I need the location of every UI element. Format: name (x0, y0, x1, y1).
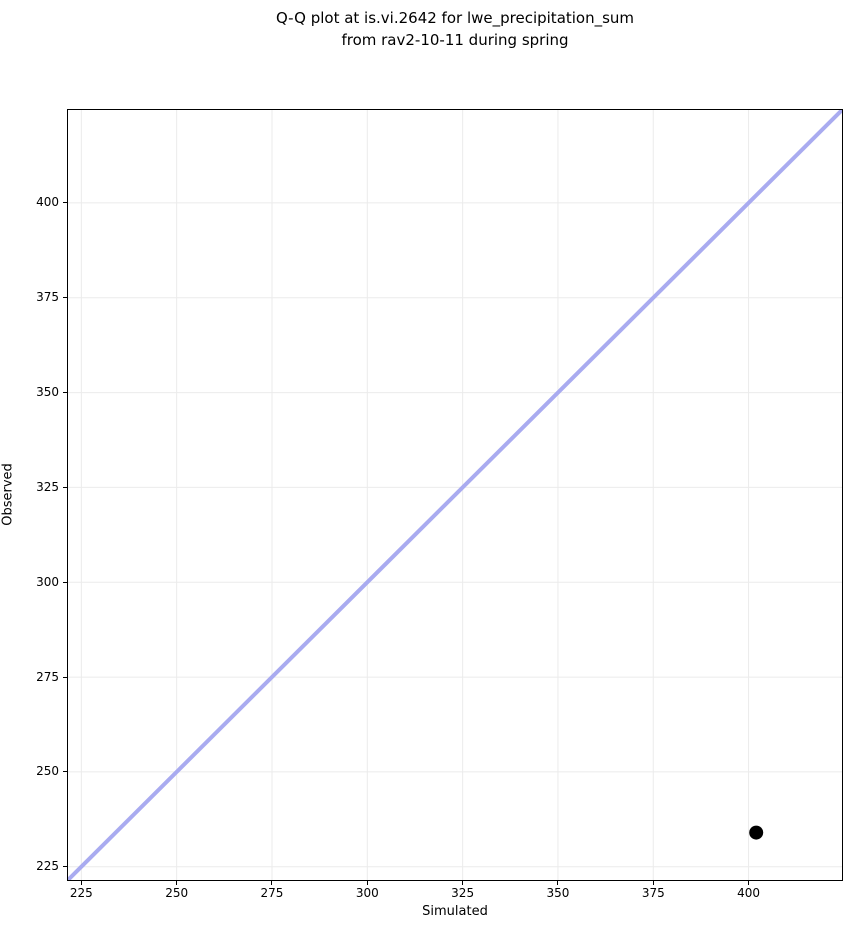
x-tick-mark (80, 881, 82, 885)
x-tick-mark (176, 881, 178, 885)
chart-title-line2: from rav2-10-11 during spring (341, 31, 569, 49)
y-tick-label: 325 (36, 479, 59, 494)
x-axis-label: Simulated (422, 904, 488, 919)
y-tick-mark (63, 771, 67, 773)
x-tick-mark (271, 881, 273, 885)
chart-title-line1: Q-Q plot at is.vi.2642 for lwe_precipita… (275, 9, 635, 27)
x-tick-label: 225 (69, 886, 93, 900)
y-tick-mark (63, 581, 67, 583)
x-tick-label: 400 (737, 886, 761, 900)
y-tick-label: 225 (36, 859, 59, 874)
x-tick-label: 300 (355, 886, 379, 900)
y-tick-mark (63, 676, 67, 678)
x-tick-label: 275 (260, 886, 284, 900)
y-tick-label: 275 (36, 669, 59, 684)
y-tick-label: 250 (36, 764, 59, 779)
y-tick-label: 350 (36, 385, 59, 400)
data-point (749, 825, 764, 840)
x-tick-label: 375 (641, 886, 665, 900)
y-tick-mark (63, 202, 67, 204)
x-tick-mark (366, 881, 368, 885)
y-tick-label: 300 (36, 574, 59, 589)
y-tick-mark (63, 486, 67, 488)
y-tick-mark (63, 392, 67, 394)
x-tick-mark (557, 881, 559, 885)
x-tick-label: 325 (451, 886, 475, 900)
identity-line (68, 110, 842, 880)
y-tick-mark (63, 866, 67, 868)
chart-title: Q-Q plot at is.vi.2642 for lwe_precipita… (67, 7, 843, 51)
y-tick-mark (63, 297, 67, 299)
plot-area (67, 109, 843, 881)
x-tick-mark (652, 881, 654, 885)
x-tick-mark (748, 881, 750, 885)
qq-plot-canvas (68, 110, 842, 880)
x-tick-mark (462, 881, 464, 885)
y-axis-label: Observed (0, 463, 16, 526)
y-tick-label: 375 (36, 290, 59, 305)
x-tick-label: 250 (165, 886, 189, 900)
x-tick-label: 350 (546, 886, 570, 900)
y-tick-label: 400 (36, 195, 59, 210)
